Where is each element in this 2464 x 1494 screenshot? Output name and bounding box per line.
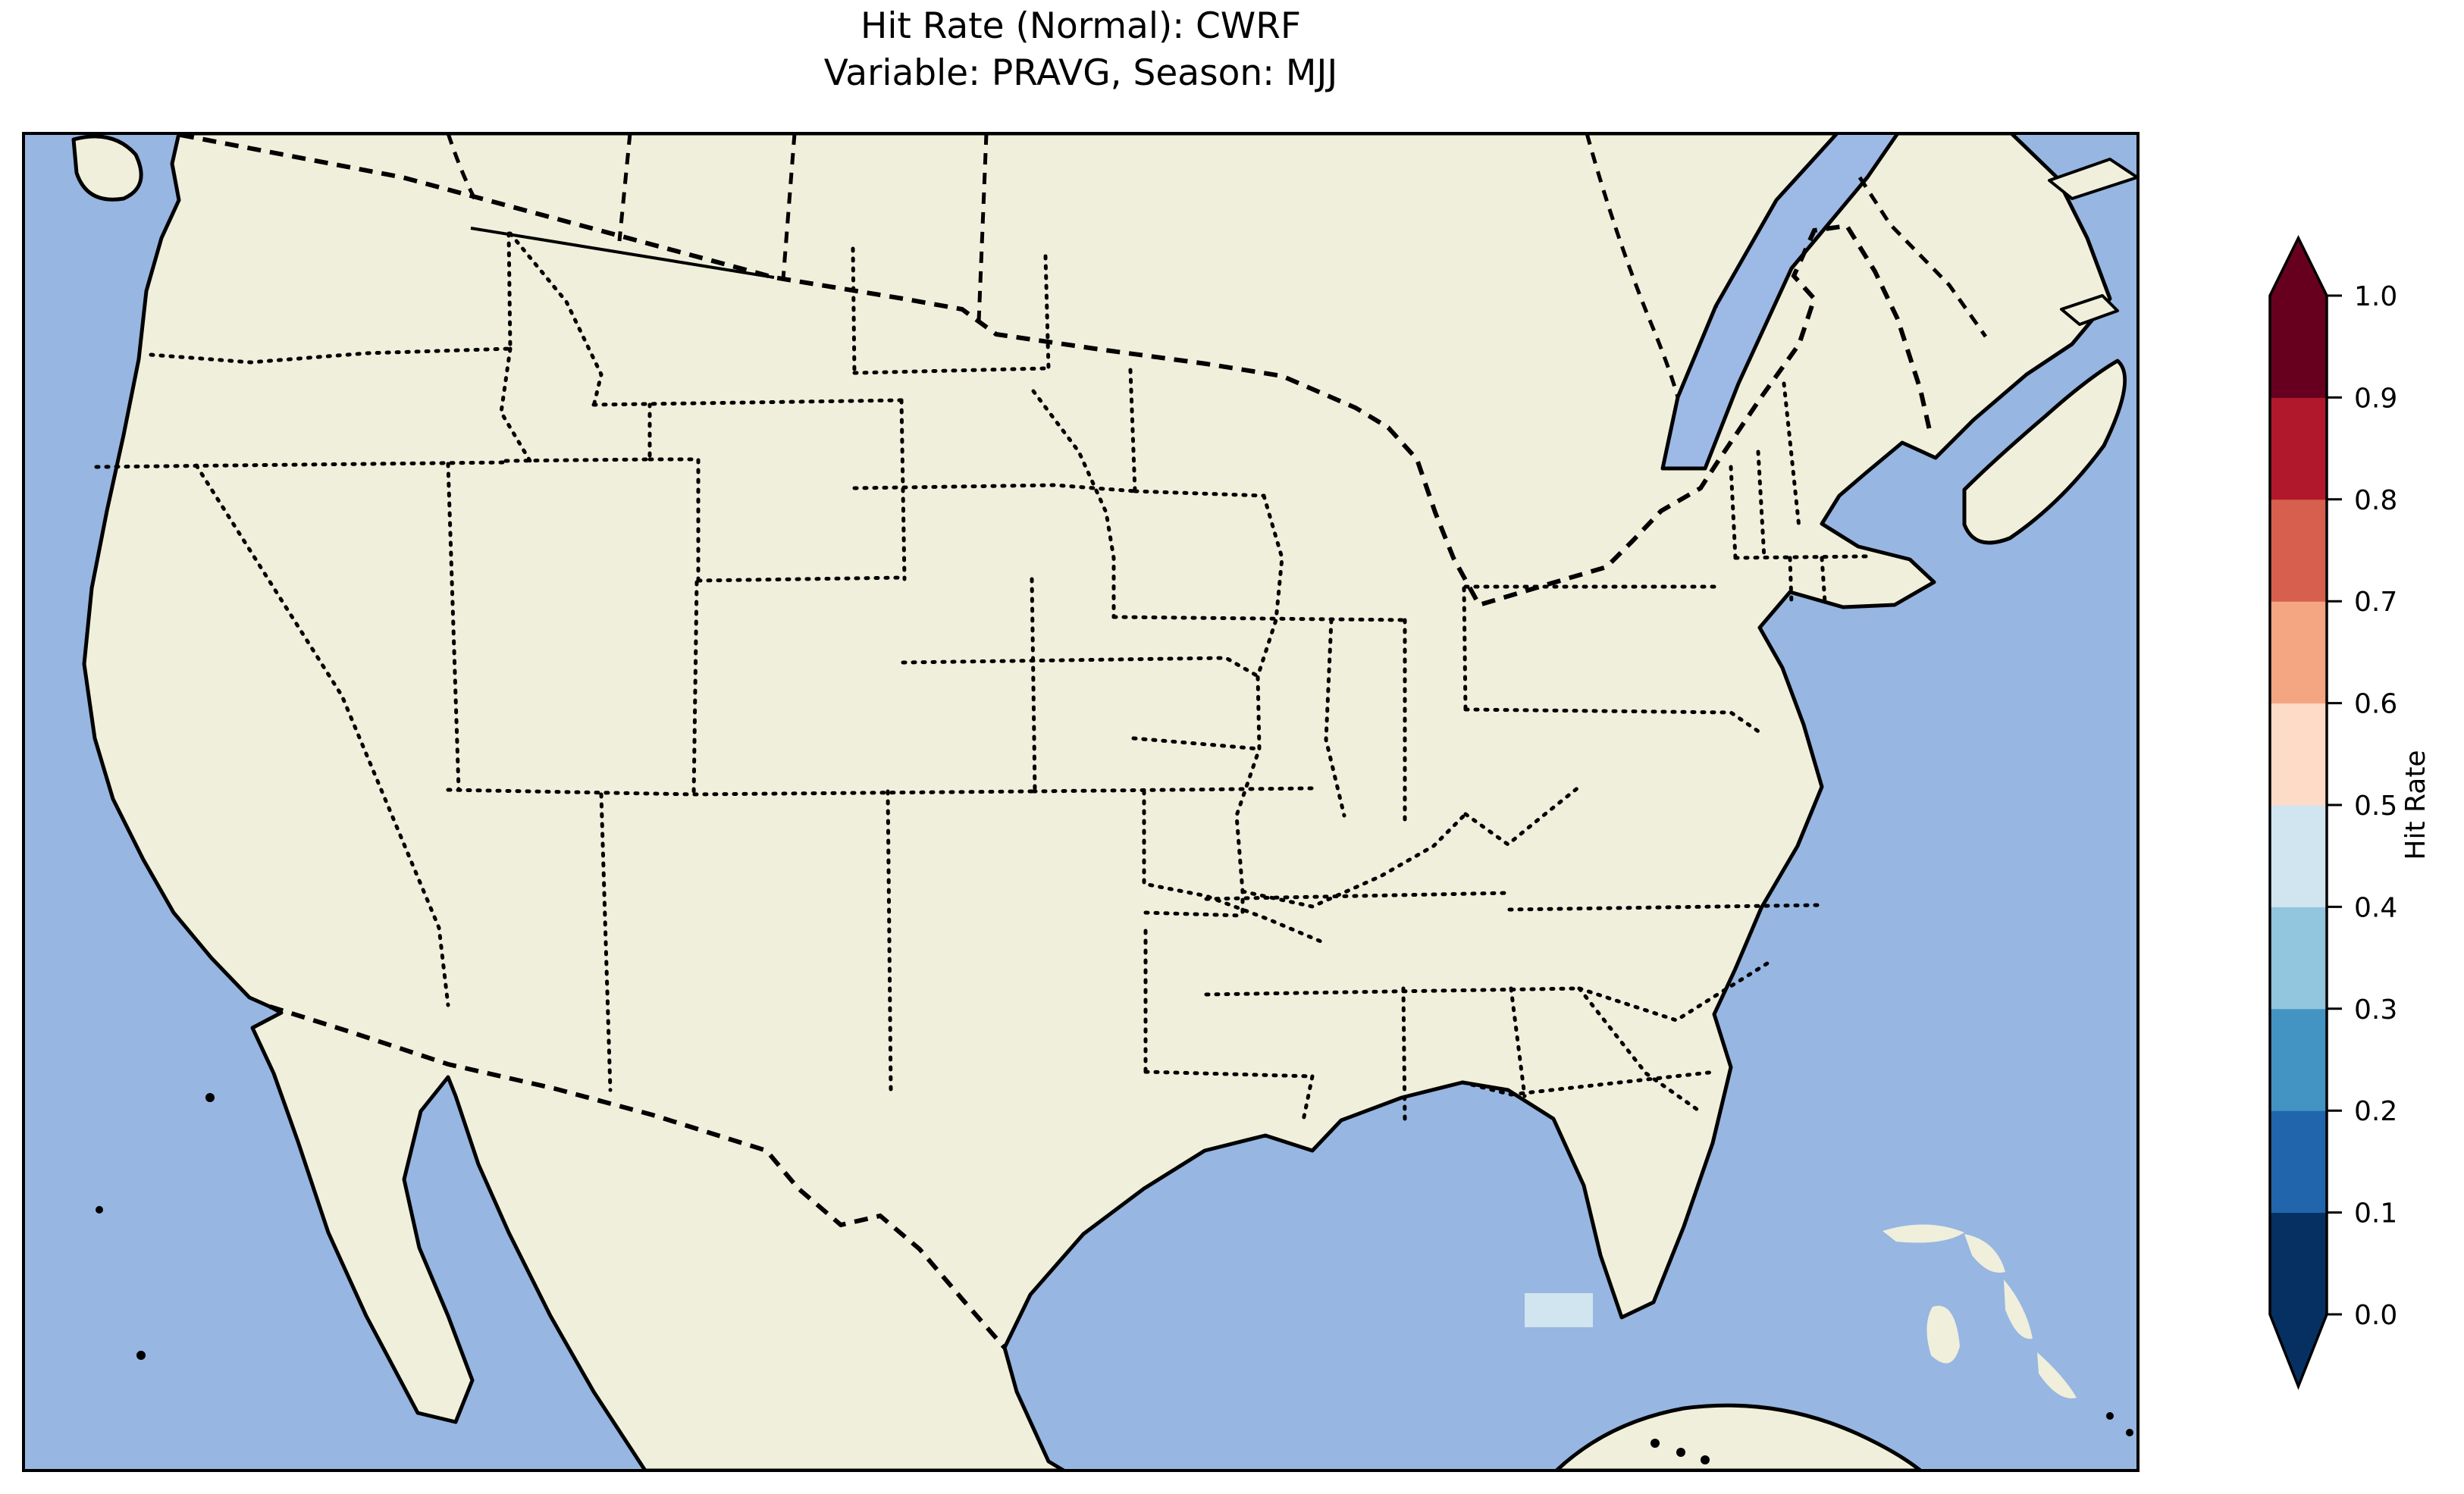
grid-cell: [1559, 1293, 1593, 1327]
colorbar-bin: [2270, 1009, 2327, 1111]
colorbar-tick-label: 0.3: [2354, 994, 2397, 1026]
figure-title-line1: Hit Rate (Normal): CWRF: [24, 3, 2138, 50]
colorbar-tick-label: 0.7: [2354, 587, 2397, 618]
map-canvas: [24, 133, 2138, 1471]
colorbar-bin: [2270, 703, 2327, 806]
florida-keys: [1701, 1455, 1710, 1464]
colorbar-bin: [2270, 601, 2327, 703]
colorbar-bin: [2270, 500, 2327, 602]
florida-keys: [1676, 1448, 1685, 1457]
colorbar-ticks: 1.0 0.9 0.8 0.7 0.6 0.5 0.4 0.3 0.2 0.1 0.0: [2327, 281, 2397, 1331]
colorbar-tick-label: 0.9: [2354, 383, 2397, 414]
colorbar-cells: [2270, 238, 2327, 1386]
caribbean-islet: [2106, 1412, 2114, 1420]
florida-keys: [1651, 1439, 1660, 1448]
figure-title: Hit Rate (Normal): CWRF Variable: PRAVG,…: [24, 3, 2138, 97]
pacific-islet: [205, 1093, 215, 1102]
colorbar-tick-label: 0.0: [2354, 1300, 2397, 1331]
pacific-islet: [136, 1351, 146, 1360]
hit-rate-grid-offshore: [1525, 1293, 1593, 1327]
figure: Hit Rate (Normal): CWRF Variable: PRAVG,…: [0, 0, 2464, 1494]
colorbar-tick-label: 0.6: [2354, 689, 2397, 720]
colorbar-tick-label: 0.5: [2354, 791, 2397, 822]
caribbean-islet: [2126, 1429, 2133, 1436]
colorbar-tick-label: 1.0: [2354, 281, 2397, 312]
colorbar-bin: [2270, 805, 2327, 907]
colorbar-bin: [2270, 1213, 2327, 1315]
figure-title-line2: Variable: PRAVG, Season: MJJ: [24, 50, 2138, 97]
colorbar-tick-label: 0.8: [2354, 485, 2397, 516]
colorbar-bin: [2270, 397, 2327, 500]
grid-cell: [1525, 1293, 1559, 1327]
colorbar-arrow-under: [2270, 1314, 2327, 1386]
colorbar-tick-label: 0.2: [2354, 1096, 2397, 1127]
colorbar-tick-label: 0.1: [2354, 1198, 2397, 1229]
map-axes: [24, 133, 2138, 1471]
colorbar-arrow-over: [2270, 238, 2327, 296]
pacific-islet: [96, 1206, 103, 1214]
hit-rate-axis-label: Hit Rate: [2400, 750, 2431, 860]
colorbar-bin: [2270, 296, 2327, 398]
colorbar-bin: [2270, 907, 2327, 1009]
colorbar: 1.0 0.9 0.8 0.7 0.6 0.5 0.4 0.3 0.2 0.1 0.0 Hit Ra…: [2244, 220, 2456, 1417]
colorbar-tick-label: 0.4: [2354, 892, 2397, 923]
colorbar-bin: [2270, 1110, 2327, 1213]
